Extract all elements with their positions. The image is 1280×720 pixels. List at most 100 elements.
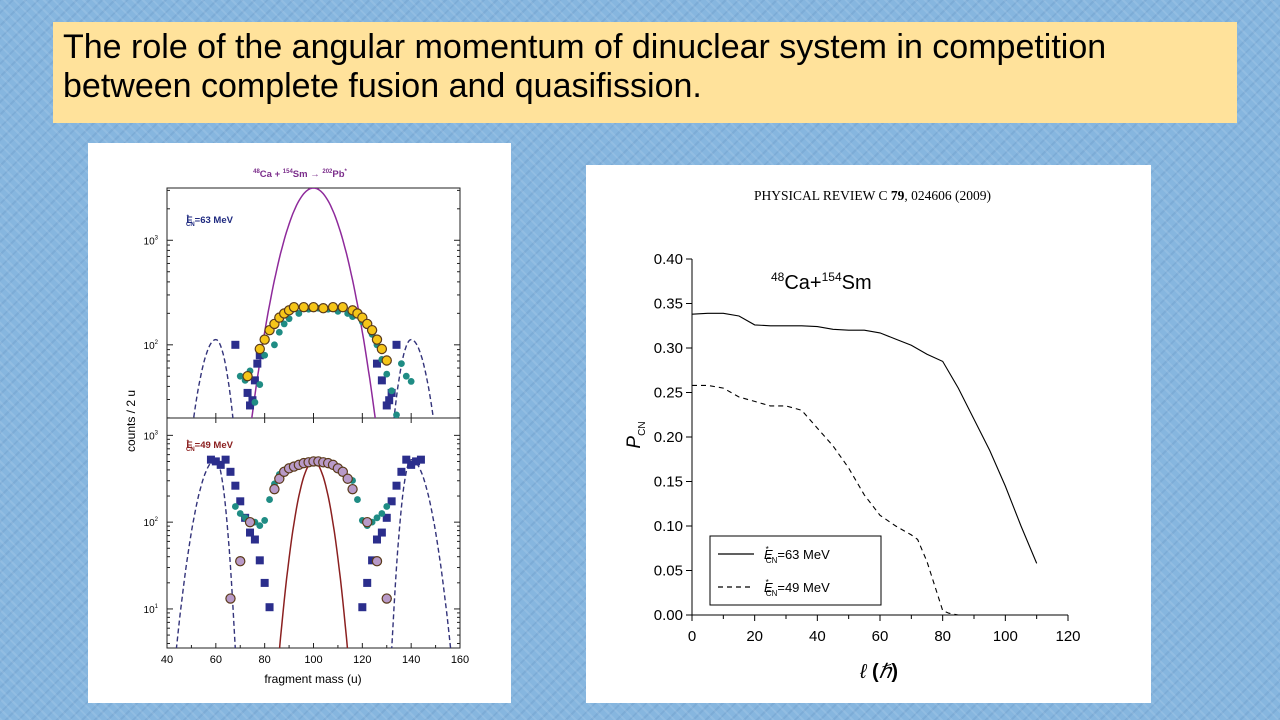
y-tick-label: 103 xyxy=(144,235,159,247)
x-tick-label: 160 xyxy=(451,654,469,666)
energy-text: =63 MeV xyxy=(195,215,234,226)
y-tick-base: 10 xyxy=(144,341,156,352)
title-sup: 202 xyxy=(322,169,333,175)
data-ring-point xyxy=(381,355,392,366)
data-square xyxy=(255,351,264,360)
y-tick-exp: 2 xyxy=(155,517,159,523)
data-square xyxy=(397,467,406,476)
y-tick-label: 102 xyxy=(144,340,159,352)
x-tick-label: 80 xyxy=(259,654,271,666)
data-dot xyxy=(378,510,386,517)
title-text: → xyxy=(308,169,323,180)
energy-text: E xyxy=(186,440,192,451)
title-text: Pb xyxy=(332,169,344,180)
data-dot xyxy=(236,372,244,380)
data-ring-point xyxy=(225,593,236,604)
y-tick-exp: 2 xyxy=(155,340,159,346)
data-ring-point xyxy=(244,516,256,528)
title-sup: 48 xyxy=(253,169,260,175)
y-tick-exp: 3 xyxy=(155,235,159,241)
data-square xyxy=(265,603,274,612)
right-plot-series xyxy=(691,312,1038,616)
x-tick-label: 0 xyxy=(688,628,696,645)
data-dot xyxy=(393,411,400,418)
data-square xyxy=(260,578,269,587)
slide-title: The role of the angular momentum of dinu… xyxy=(63,28,1107,105)
legend: E* CN=63 MeV E* CN=49 MeV xyxy=(709,535,882,606)
data-dot xyxy=(266,496,273,503)
title-sup: * xyxy=(345,169,348,175)
x-tick-label: 140 xyxy=(402,654,420,666)
left-x-axis-title: fragment mass (u) xyxy=(264,672,361,686)
upper-energy-label: E* CN=63 MeV xyxy=(186,215,234,228)
annot-text: Ca+ xyxy=(784,272,821,294)
data-ring-point xyxy=(371,556,383,567)
y-tick-label: 0.10 xyxy=(654,518,683,535)
right-x-axis-title: ℓ (ℏ) xyxy=(859,661,898,683)
data-dot xyxy=(383,503,391,510)
data-square xyxy=(372,535,381,544)
lower-plot-frame xyxy=(166,417,461,649)
legend-e: E xyxy=(764,547,773,562)
y-tick-label: 102 xyxy=(144,517,159,529)
left-figure-panel: 48Ca + 154Sm → 202Pb* 40 60 80 100 120 140 160… xyxy=(88,143,511,703)
energy-text: =49 MeV xyxy=(195,440,234,451)
y-tick-label: 0.25 xyxy=(654,385,683,402)
data-square xyxy=(392,481,401,490)
annot-sup: 48 xyxy=(771,270,785,284)
y-tick-label: 101 xyxy=(144,604,159,616)
panel-contents xyxy=(175,455,452,648)
right-axis-ticks: 0 20 40 60 80 100 120 0.00 0.05 0.10 0.15 0.20 0.25 0… xyxy=(654,251,1081,645)
data-ring-point xyxy=(318,303,329,314)
data-square xyxy=(416,455,425,464)
x-tick-label: 80 xyxy=(934,628,951,645)
legend-label-63: E* CN=63 MeV xyxy=(764,545,830,565)
data-ring-point xyxy=(308,301,319,313)
series-line-63mev xyxy=(691,312,1038,564)
upper-plot-series xyxy=(192,188,435,418)
data-dot xyxy=(295,310,303,317)
y-tick-label: 0.35 xyxy=(654,296,683,313)
data-square xyxy=(372,359,381,368)
data-ring-point xyxy=(235,556,246,567)
data-ring-point xyxy=(269,483,280,495)
data-square xyxy=(216,460,225,469)
data-square xyxy=(385,396,394,405)
data-square xyxy=(382,513,391,522)
data-square xyxy=(231,481,240,490)
data-square xyxy=(358,603,367,612)
slide-title-box: The role of the angular momentum of dinu… xyxy=(53,22,1237,123)
x-tick-label: 20 xyxy=(746,628,763,645)
dashed-fit-left xyxy=(175,458,236,648)
ylabel-sub: CN xyxy=(637,421,648,435)
y-tick-base: 10 xyxy=(144,236,156,247)
data-ring-point xyxy=(337,466,348,478)
data-square xyxy=(377,376,386,385)
data-square xyxy=(392,340,401,349)
data-square xyxy=(206,455,215,464)
y-tick-label: 0.40 xyxy=(654,251,683,268)
data-square xyxy=(255,556,264,565)
data-ring-point xyxy=(376,343,388,355)
data-dot xyxy=(256,381,264,388)
data-ring-point xyxy=(259,334,270,345)
journal-name: PHYSICAL REVIEW C xyxy=(754,188,891,203)
data-dot xyxy=(402,372,410,380)
data-square xyxy=(250,376,259,385)
data-ring-point xyxy=(362,516,373,528)
x-tick-label: 120 xyxy=(353,654,371,666)
mass-distribution-chart: 48Ca + 154Sm → 202Pb* 40 60 80 100 120 140 160… xyxy=(124,169,469,686)
data-square xyxy=(250,535,259,544)
y-tick-label: 0.15 xyxy=(654,474,683,491)
data-dot xyxy=(398,360,405,368)
data-square xyxy=(246,401,255,410)
right-y-axis-title: PCN xyxy=(624,421,648,448)
legend-text: =63 MeV xyxy=(777,547,830,562)
data-ring-point xyxy=(288,301,300,313)
data-ring-point xyxy=(242,370,253,382)
series-line-49mev xyxy=(692,384,959,616)
x-tick-label: 60 xyxy=(872,628,889,645)
journal-ref: , 024606 (2009) xyxy=(904,188,991,203)
data-square xyxy=(407,460,416,469)
